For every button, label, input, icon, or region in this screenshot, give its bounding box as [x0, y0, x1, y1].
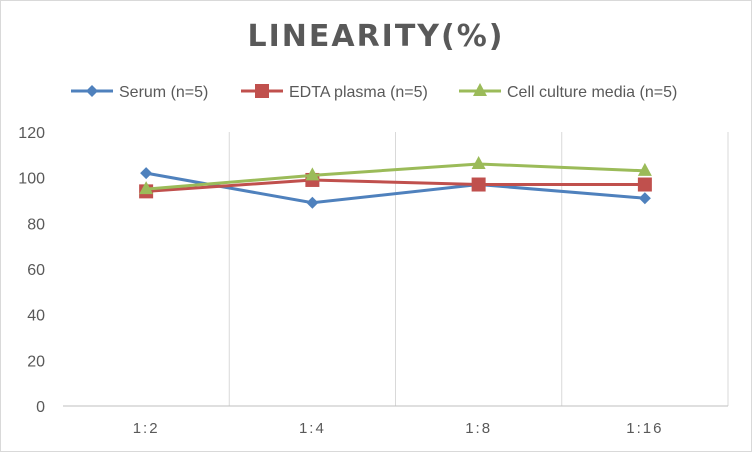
y-tick-label: 80 [27, 216, 45, 233]
data-point [305, 167, 320, 181]
y-tick-label: 100 [18, 171, 45, 188]
y-tick-label: 120 [18, 125, 45, 142]
data-point [638, 192, 651, 205]
data-point [471, 155, 486, 169]
x-tick-label: 1:2 [133, 420, 160, 437]
y-tick-label: 0 [36, 399, 45, 416]
legend-label: Serum (n=5) [119, 84, 208, 101]
chart-title: LINEARITY(%) [247, 19, 505, 54]
data-point [139, 181, 154, 195]
x-tick-label: 1:8 [465, 420, 492, 437]
data-point [140, 167, 153, 180]
y-tick-label: 40 [27, 308, 45, 325]
x-tick-label: 1:4 [299, 420, 326, 437]
y-tick-label: 60 [27, 262, 45, 279]
series-line [146, 162, 645, 191]
y-tick-label: 20 [27, 353, 45, 370]
series-line [146, 178, 645, 193]
data-point [637, 177, 652, 192]
legend-label: Cell culture media (n=5) [507, 84, 677, 101]
x-tick-label: 1:16 [626, 420, 663, 437]
legend-label: EDTA plasma (n=5) [289, 84, 428, 101]
legend-marker [473, 83, 487, 96]
legend-marker [86, 85, 98, 97]
data-point [306, 196, 319, 209]
data-point [637, 162, 652, 176]
legend-marker [255, 84, 269, 98]
data-point [471, 177, 486, 192]
series-line [145, 171, 645, 205]
